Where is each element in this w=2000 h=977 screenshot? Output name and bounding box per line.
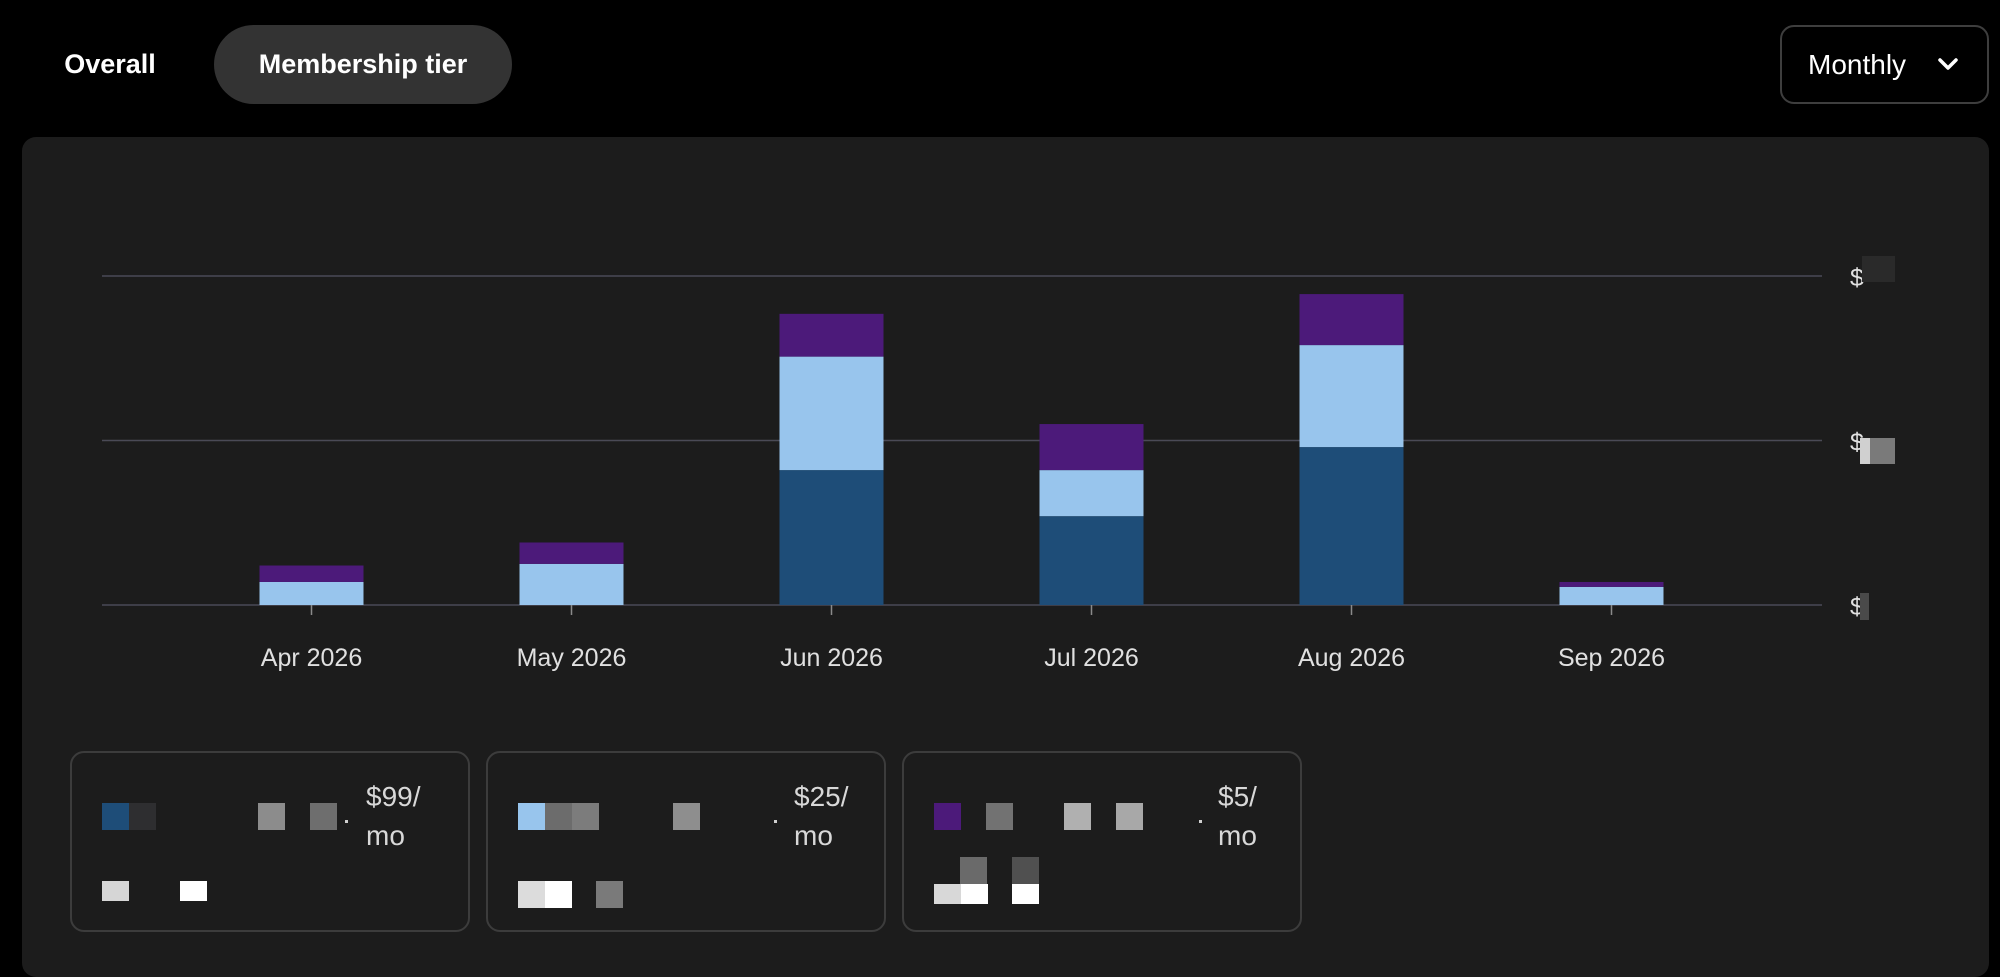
redacted-block (129, 803, 156, 830)
separator-dot (345, 820, 348, 823)
redacted-block (934, 884, 961, 904)
legend-price-tier-25: $25/mo (794, 781, 849, 851)
bar-segment-tier-5 (1299, 294, 1404, 346)
redacted-block (673, 803, 700, 830)
bar-segment-tier-25 (1039, 470, 1144, 517)
legend-swatch-tier-5 (934, 803, 961, 830)
bar-segment-tier-99 (779, 470, 884, 605)
x-tick-label: Sep 2026 (1558, 644, 1665, 672)
redacted-block (310, 803, 337, 830)
tier-revenue-chart: $$$Apr 2026 May 2026 Jun 2026 Jul 2026 Aug 2… (102, 256, 1895, 672)
x-tick-label: May 2026 (517, 644, 627, 672)
x-tick-label: Jun 2026 (780, 644, 883, 672)
redacted-block (986, 803, 1013, 830)
redacted-block (180, 881, 207, 901)
redacted-block (1862, 256, 1895, 282)
legend-swatch-tier-25 (518, 803, 545, 830)
bar-segment-tier-5 (519, 542, 624, 564)
separator-dot (774, 820, 777, 823)
y-tick-label: $ (1850, 264, 1864, 292)
bar-segment-tier-5 (1039, 424, 1144, 471)
legend-price-tier-99: $99/mo (366, 781, 421, 851)
period-select-value: Monthly (1808, 49, 1907, 80)
x-tick-label: Apr 2026 (261, 644, 362, 672)
legend-swatch-tier-99 (102, 803, 129, 830)
tab-overall[interactable]: Overall (64, 49, 156, 79)
bar-segment-tier-99 (1039, 516, 1144, 605)
legend-card-tier-99: $99/mo (70, 751, 470, 932)
redacted-block (1012, 884, 1039, 904)
bar-segment-tier-5 (779, 313, 884, 357)
bar-segment-tier-5 (259, 565, 364, 582)
legend-card-tier-25: $25/mo (486, 751, 886, 932)
redacted-block (1860, 593, 1869, 620)
redacted-block (596, 881, 623, 908)
redacted-block (572, 803, 599, 830)
redacted-block (1064, 803, 1091, 830)
period-select[interactable]: Monthly (1780, 25, 1989, 104)
redacted-block (960, 857, 987, 884)
separator-dot (1199, 820, 1202, 823)
bar-segment-tier-25 (779, 356, 884, 471)
tab-membership-tier[interactable]: Membership tier (214, 25, 512, 104)
redacted-block (1860, 438, 1870, 464)
bar-segment-tier-99 (1299, 447, 1404, 605)
legend-card-tier-5: $5/mo (902, 751, 1302, 932)
x-tick-label: Jul 2026 (1044, 644, 1139, 672)
top-bar: Overall Membership tier Monthly (0, 0, 2000, 130)
legend-price-tier-5: $5/mo (1218, 781, 1257, 851)
x-tick-label: Aug 2026 (1298, 644, 1405, 672)
redacted-block (1012, 857, 1039, 884)
bar-segment-tier-25 (519, 563, 624, 605)
bar-segment-tier-25 (1559, 586, 1664, 605)
redacted-block (102, 881, 129, 901)
bar-segment-tier-25 (1299, 345, 1404, 448)
redacted-block (545, 881, 572, 908)
redacted-block (518, 881, 545, 908)
redacted-block (545, 803, 572, 830)
chevron-down-icon (1938, 58, 1958, 70)
redacted-block (258, 803, 285, 830)
bar-segment-tier-5 (1559, 581, 1664, 587)
redacted-block (1116, 803, 1143, 830)
redacted-block (961, 884, 988, 904)
bar-segment-tier-25 (259, 581, 364, 605)
